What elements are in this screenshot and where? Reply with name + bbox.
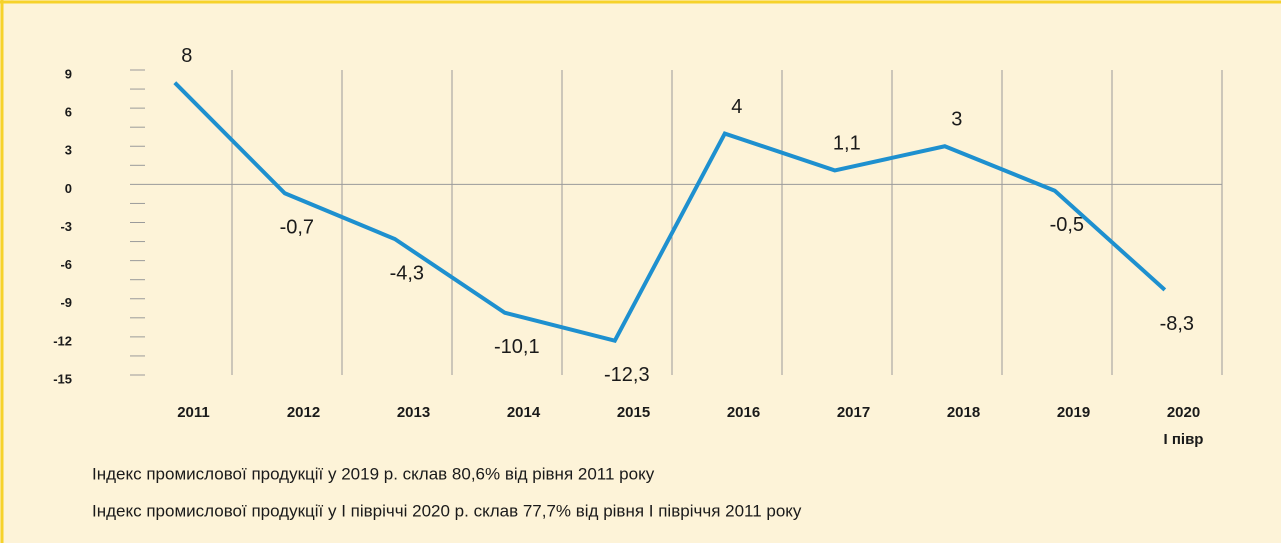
x-tick-label: 2012 [287,404,320,421]
note: Індекс промислової продукції у І піврічч… [92,501,802,520]
value-label: -8,3 [1160,313,1194,335]
y-tick-label: -3 [60,219,72,234]
x-tick-label: 2015 [617,404,650,421]
x-tick-label: 2013 [397,404,430,421]
value-label: 1,1 [833,133,861,155]
x-tick-label: 2020 [1167,404,1200,421]
y-tick-label: 3 [65,143,72,158]
line [173,81,1167,344]
value-label: 4 [731,96,742,118]
value-label: -12,3 [604,364,650,386]
x-tick-label: 2019 [1057,404,1090,421]
y-tick-label: 0 [65,181,72,196]
y-tick-label: -6 [60,257,72,272]
x-tick-label: 2011 [177,404,210,421]
x-tick-label: 2017 [837,404,870,421]
y-tick-label: -15 [53,371,72,386]
x-tick-label: 2018 [947,404,980,421]
x-tick-note: І півр [1164,431,1204,448]
y-tick-label: -9 [60,295,72,310]
value-label: 3 [951,109,962,131]
value-label: -0,7 [280,217,314,239]
x-tick-label: 2014 [507,404,541,421]
y-tick-label: -12 [53,333,72,348]
y-tick-label: 9 [65,66,72,81]
y-tick-label: 6 [65,105,72,120]
value-label: -0,5 [1050,214,1084,236]
x-tick-label: 2016 [727,404,760,421]
value-label: 8 [181,45,192,67]
value-label: -10,1 [494,336,540,358]
value-label: -4,3 [390,262,424,284]
note: Індекс промислової продукції у 2019 р. с… [92,464,655,483]
